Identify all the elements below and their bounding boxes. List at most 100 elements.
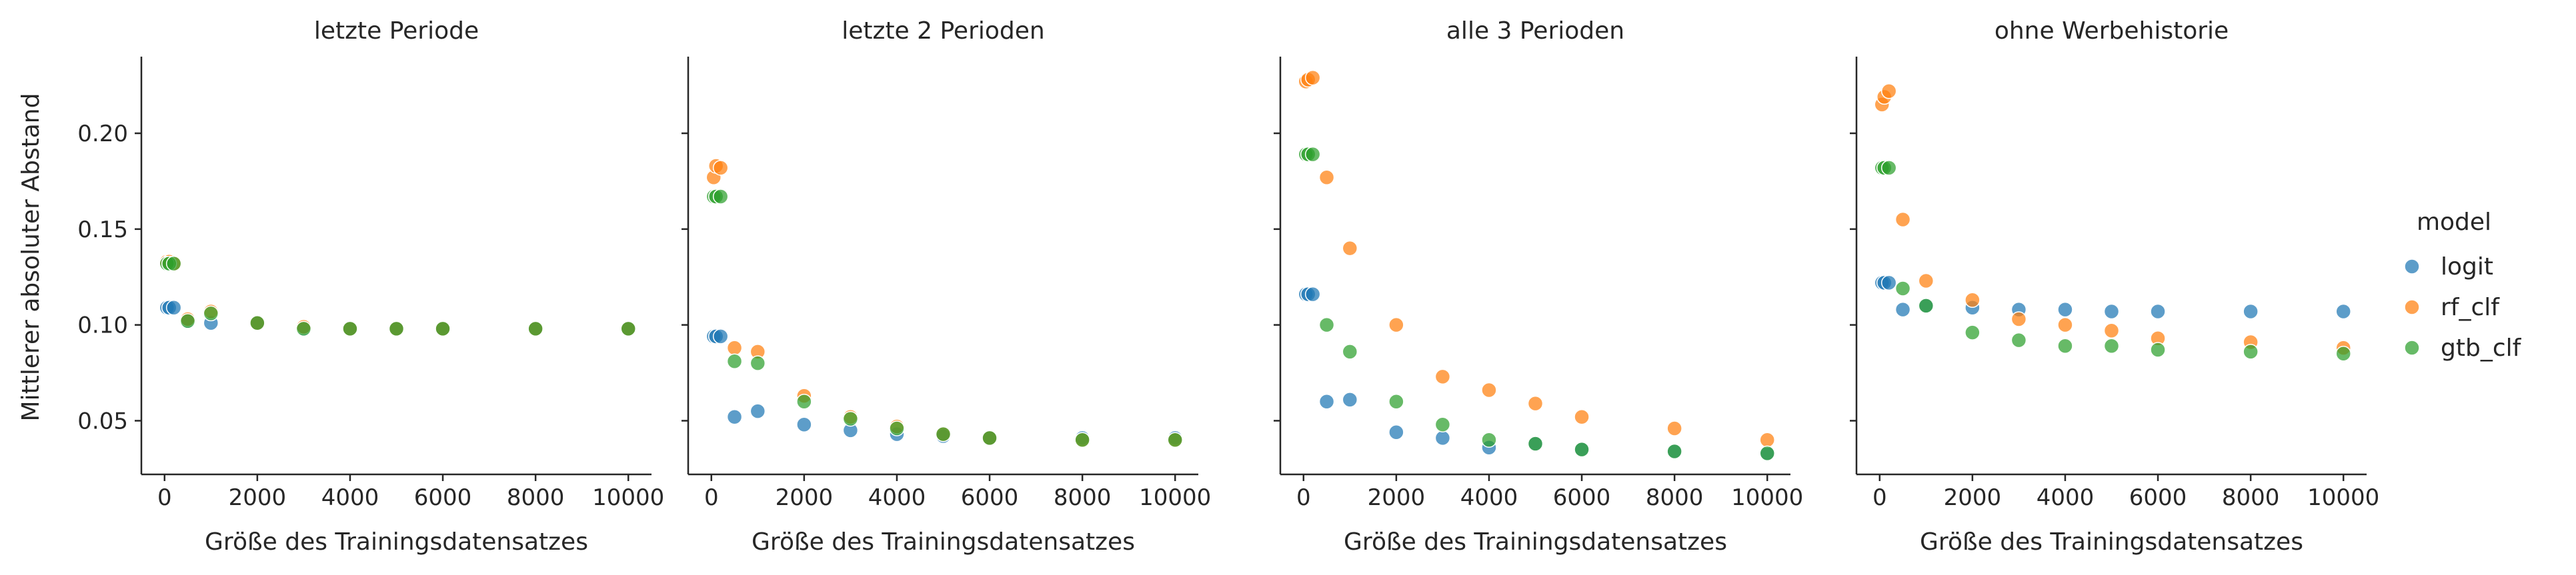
data-point [1304, 286, 1321, 302]
legend: model logit rf_clf gtb_clf [2404, 209, 2522, 362]
data-point [1880, 160, 1897, 176]
panel-title: letzte 2 Perioden [842, 17, 1044, 45]
series-gtb_clf [1298, 146, 1775, 462]
panel-title: letzte Periode [314, 17, 479, 45]
data-point [620, 320, 636, 337]
series-rf_clf [1298, 69, 1775, 448]
data-point [796, 393, 812, 410]
series-logit [1874, 275, 2351, 320]
data-point [982, 430, 998, 446]
data-point [1918, 273, 1935, 289]
data-point [1574, 441, 1590, 458]
data-point [1666, 420, 1682, 436]
x-tick-label: 10000 [1139, 484, 1211, 511]
data-point [1167, 432, 1183, 448]
legend-title: model [2417, 209, 2491, 236]
y-axis-label: Mittlerer absoluter Abstand [17, 93, 45, 422]
data-point [527, 320, 543, 337]
data-point [1880, 275, 1897, 291]
data-point [203, 305, 219, 322]
x-tick-label: 0 [704, 484, 719, 511]
data-point [1318, 393, 1335, 410]
data-point [1527, 436, 1544, 452]
data-point [1918, 298, 1935, 314]
data-point [2243, 344, 2259, 360]
data-point [1481, 382, 1497, 398]
data-point [2057, 338, 2073, 354]
x-tick-label: 8000 [1646, 484, 1704, 511]
y-tick-label: 0.05 [77, 408, 128, 434]
data-point [1388, 424, 1404, 440]
series-gtb_clf [1874, 160, 2351, 362]
data-point [1434, 430, 1451, 446]
facet-panel-2: letzte 2 Perioden 0 2000 4000 6000 8000 10000G… [682, 17, 1211, 556]
data-point [2243, 303, 2259, 320]
data-point [1074, 432, 1090, 448]
data-point [1304, 69, 1321, 86]
data-point [935, 426, 952, 442]
data-point [750, 355, 766, 371]
data-point [1666, 443, 1682, 460]
data-point [1527, 395, 1544, 412]
y-tick-label: 0.10 [77, 312, 128, 339]
data-point [249, 315, 265, 331]
data-point [1759, 432, 1775, 448]
data-point [2150, 342, 2166, 358]
data-point [750, 403, 766, 419]
x-tick-label: 4000 [1460, 484, 1518, 511]
data-point [2011, 311, 2027, 327]
panel-title: alle 3 Perioden [1446, 17, 1624, 45]
data-point [1894, 281, 1911, 296]
x-tick-label: 8000 [2222, 484, 2280, 511]
panel-title: ohne Werbehistorie [1995, 17, 2229, 45]
data-point [1965, 292, 1981, 308]
x-tick-label: 2000 [1368, 484, 1426, 511]
data-point [165, 300, 182, 316]
x-tick-label: 8000 [507, 484, 565, 511]
data-point [2103, 303, 2120, 320]
data-point [712, 189, 729, 205]
series-rf_clf [706, 158, 1183, 448]
data-point [1434, 368, 1451, 385]
data-point [2335, 303, 2351, 320]
x-tick-label: 6000 [1553, 484, 1611, 511]
data-point [1342, 392, 1358, 408]
data-point [2103, 322, 2120, 339]
x-tick-label: 4000 [2037, 484, 2095, 511]
legend-entry-rf_clf: rf_clf [2404, 294, 2500, 321]
series-logit [1298, 286, 1775, 462]
x-tick-label: 4000 [321, 484, 379, 511]
data-point [2150, 303, 2166, 320]
data-point [1342, 240, 1358, 257]
x-tick-label: 6000 [2129, 484, 2187, 511]
data-point [726, 408, 743, 425]
x-tick-label: 2000 [229, 484, 287, 511]
series-gtb_clf [706, 189, 1183, 448]
x-tick-label: 6000 [961, 484, 1019, 511]
facet-panel-4: ohne Werbehistorie 0 2000 4000 6000 8000 10000… [1850, 17, 2379, 556]
x-axis-label: Größe des Trainingsdatensatzes [752, 528, 1135, 556]
data-point [295, 320, 312, 337]
x-tick-label: 2000 [1944, 484, 2002, 511]
y-tick-label: 0.20 [77, 121, 128, 147]
y-tick-label: 0.15 [77, 217, 128, 243]
data-point [342, 320, 358, 337]
data-point [1434, 416, 1451, 432]
legend-label: rf_clf [2441, 294, 2500, 321]
data-point [1880, 83, 1897, 99]
data-point [726, 353, 743, 370]
data-point [726, 340, 743, 356]
data-point [1965, 324, 1981, 340]
series-gtb_clf [159, 255, 636, 337]
data-point [1388, 393, 1404, 410]
x-axis-label: Größe des Trainingsdatensatzes [1344, 528, 1727, 556]
data-point [712, 160, 729, 176]
data-point [1894, 301, 1911, 318]
legend-label: logit [2441, 253, 2493, 281]
data-point [2057, 301, 2073, 318]
data-point [889, 420, 905, 436]
data-point [179, 313, 196, 329]
data-point [2011, 332, 2027, 348]
data-point [796, 416, 812, 432]
